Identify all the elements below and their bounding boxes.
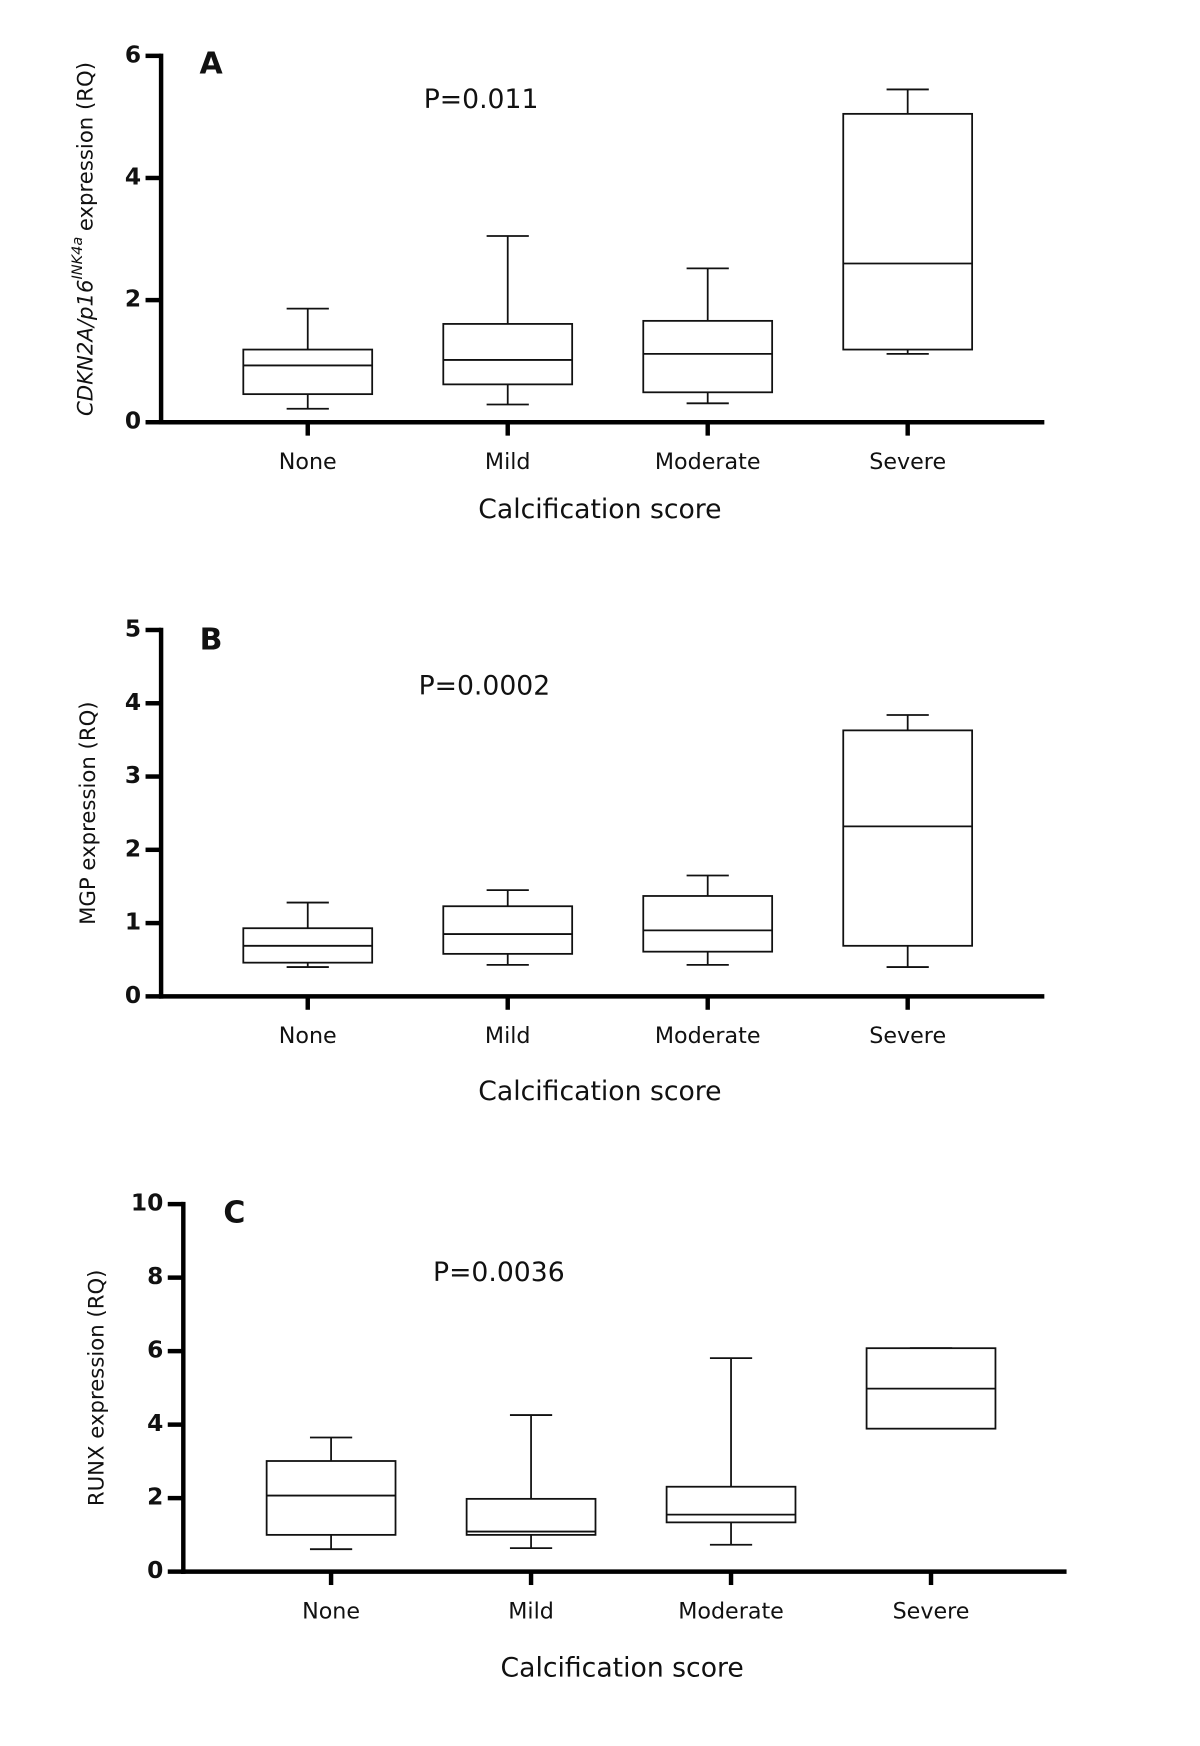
y-tick-label: 2 <box>125 285 141 313</box>
x-tick-label: Mild <box>508 1598 554 1624</box>
x-tick-label: None <box>302 1598 360 1624</box>
box <box>465 1497 597 1536</box>
box <box>642 895 774 953</box>
y-title-sup: INK4a <box>70 237 86 280</box>
x-tick-label: None <box>279 1023 337 1049</box>
box <box>842 729 974 947</box>
y-tick-label: 0 <box>125 981 141 1009</box>
x-tick-label: Mild <box>485 449 531 475</box>
y-axis-title: RUNX expression (RQ) <box>84 1270 109 1507</box>
p-value: P=0.0002 <box>419 670 551 701</box>
y-axis-title: MGP expression (RQ) <box>75 701 100 924</box>
y-tick-label: 4 <box>125 162 141 190</box>
panel-label: A <box>199 46 223 81</box>
box <box>242 348 374 396</box>
y-tick-label: 2 <box>125 834 141 862</box>
y-title-gene: CDKN2A/p16 <box>73 280 98 417</box>
x-axis-title: Calcification score <box>478 494 721 525</box>
p-value: P=0.0036 <box>433 1257 565 1288</box>
x-tick-label: Severe <box>869 1023 946 1049</box>
y-axis-title: CDKN2A/p16INK4a expression (RQ) <box>70 62 98 416</box>
box <box>842 112 974 351</box>
box <box>642 319 774 394</box>
box <box>665 1485 797 1524</box>
panel-label: C <box>223 1196 245 1231</box>
figure-body: 0 2 4 6 None Mild Moderate Severe A P=0.011 Calcif… <box>70 40 1067 1683</box>
y-tick-label: 3 <box>125 761 141 789</box>
box <box>442 323 574 386</box>
y-tick-label: 0 <box>125 407 141 435</box>
x-tick-label: Severe <box>893 1598 970 1624</box>
panel-label: B <box>200 623 223 658</box>
x-tick-label: Moderate <box>655 449 761 475</box>
y-tick-label: 10 <box>131 1189 163 1217</box>
box <box>265 1460 397 1536</box>
p-value: P=0.011 <box>424 84 539 115</box>
x-tick-label: Severe <box>869 449 946 475</box>
x-tick-label: Moderate <box>655 1023 761 1049</box>
y-tick-label: 2 <box>147 1483 163 1511</box>
y-tick-label: 6 <box>125 40 141 68</box>
y-tick-label: 1 <box>125 908 141 936</box>
box <box>442 905 574 955</box>
y-tick-label: 8 <box>147 1262 163 1290</box>
y-tick-label: 4 <box>125 688 141 716</box>
x-tick-label: Moderate <box>678 1598 784 1624</box>
x-tick-label: None <box>279 449 337 475</box>
y-tick-label: 0 <box>147 1556 163 1584</box>
y-tick-label: 6 <box>147 1336 163 1364</box>
x-axis-title: Calcification score <box>501 1652 744 1683</box>
x-tick-label: Mild <box>485 1023 531 1049</box>
x-axis-title: Calcification score <box>478 1076 721 1107</box>
y-tick-label: 5 <box>125 614 141 642</box>
y-tick-label: 4 <box>147 1409 163 1437</box>
y-title-rest: expression (RQ) <box>73 62 98 231</box>
